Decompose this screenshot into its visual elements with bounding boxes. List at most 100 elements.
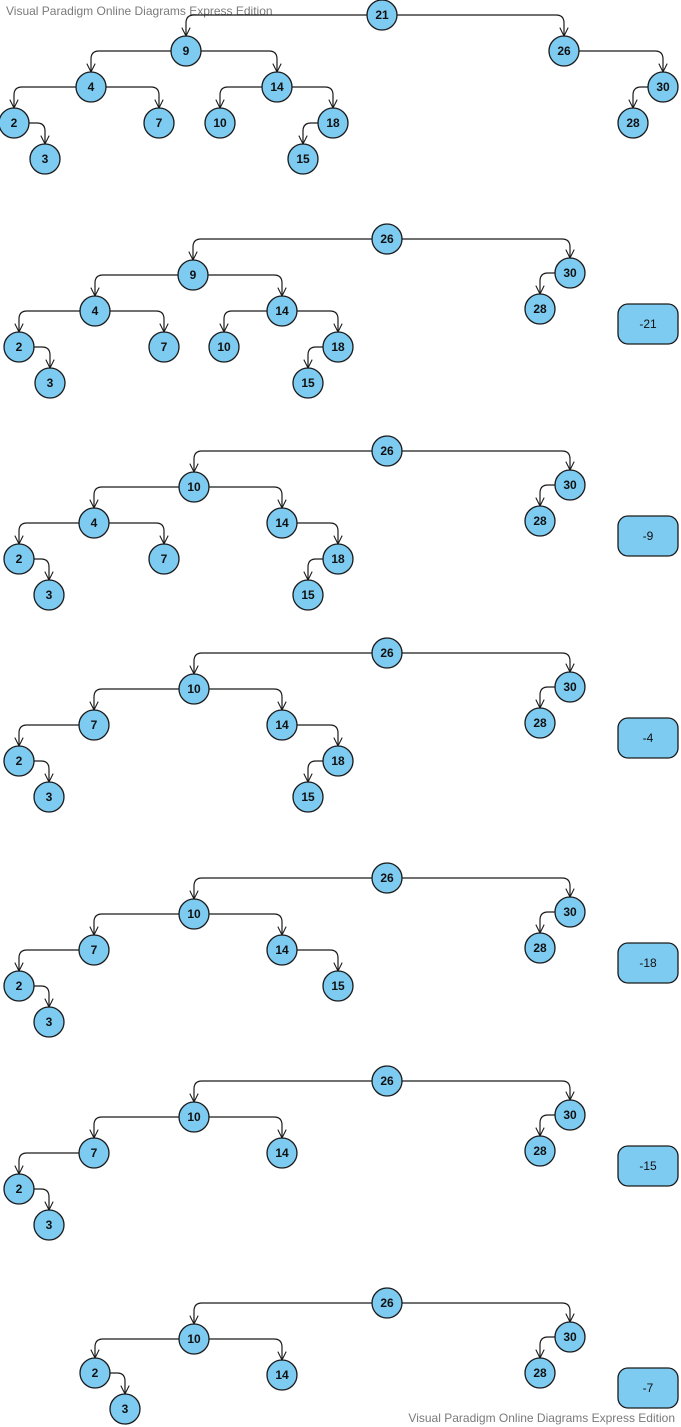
edge-t5-2-to-3 [34, 985, 49, 1007]
node-circle [78, 709, 110, 741]
operation-pill [617, 1367, 679, 1409]
operation-text: -18 [639, 956, 657, 970]
edge-t1-21-to-26 [397, 14, 564, 36]
node-label: 2 [92, 1366, 99, 1380]
node-circle [3, 543, 35, 575]
tree-5-node-10: 10 [178, 898, 210, 930]
node-label: 9 [190, 268, 197, 282]
node-circle [178, 673, 210, 705]
node-circle [317, 107, 349, 139]
node-circle [3, 331, 35, 363]
edge-t1-26-to-30 [579, 50, 663, 72]
edge-t4-2-to-3 [34, 760, 49, 782]
tree-7-node-3: 3 [109, 1393, 141, 1425]
operation-label-4: -4 [617, 717, 679, 759]
node-circle [148, 331, 180, 363]
tree-4-node-26: 26 [371, 637, 403, 669]
node-circle [148, 543, 180, 575]
node-label: 10 [217, 340, 231, 354]
node-label: 4 [88, 80, 95, 94]
edge-t5-10-to-7 [94, 913, 179, 935]
node-circle [371, 862, 403, 894]
tree-3-node-15: 15 [292, 579, 324, 611]
tree-7-node-2: 2 [79, 1357, 111, 1389]
edge-t4-14-to-18 [297, 724, 338, 746]
tree-1-node-3: 3 [29, 143, 61, 175]
node-label: 3 [47, 376, 54, 390]
node-label: 2 [16, 552, 23, 566]
tree-1-node-15: 15 [287, 143, 319, 175]
edge-t7-10-to-14 [209, 1338, 282, 1360]
operation-label-5: -18 [617, 942, 679, 984]
node-circle [554, 469, 586, 501]
node-label: 14 [275, 304, 289, 318]
node-label: 14 [275, 943, 289, 957]
node-label: 9 [183, 44, 190, 58]
tree-6-node-30: 30 [554, 1099, 586, 1131]
node-circle [78, 1137, 110, 1169]
operation-pill [617, 942, 679, 984]
operation-text: -9 [643, 529, 654, 543]
edge-t3-30-to-28 [540, 484, 555, 506]
tree-4-node-3: 3 [33, 781, 65, 813]
node-label: 30 [563, 680, 577, 694]
edge-t6-10-to-7 [94, 1116, 179, 1138]
node-label: 3 [46, 790, 53, 804]
operation-text: -15 [639, 1159, 657, 1173]
edge-t7-2-to-3 [110, 1372, 125, 1394]
tree-3-node-14: 14 [266, 507, 298, 539]
edge-t2-18-to-15 [308, 346, 323, 368]
node-label: 18 [331, 552, 345, 566]
edge-t4-26-to-10 [194, 652, 372, 674]
node-label: 3 [42, 152, 49, 166]
node-circle [524, 1135, 556, 1167]
node-label: 14 [275, 1368, 289, 1382]
node-circle [29, 143, 61, 175]
node-label: 30 [563, 266, 577, 280]
node-circle [33, 579, 65, 611]
edge-t1-4-to-2 [14, 86, 76, 108]
tree-3-node-7: 7 [148, 543, 180, 575]
edge-t3-26-to-10 [194, 450, 372, 472]
tree-6-node-3: 3 [33, 1209, 65, 1241]
node-label: 18 [331, 754, 345, 768]
node-label: 7 [91, 718, 98, 732]
tree-4-node-28: 28 [524, 707, 556, 739]
edge-t4-30-to-28 [540, 686, 555, 708]
node-label: 3 [46, 588, 53, 602]
node-label: 2 [11, 116, 18, 130]
tree-3-node-18: 18 [322, 543, 354, 575]
node-circle [79, 295, 111, 327]
node-circle [261, 71, 293, 103]
edge-t1-2-to-3 [29, 122, 45, 144]
edge-t4-18-to-15 [308, 760, 323, 782]
edge-t3-14-to-18 [297, 522, 338, 544]
watermark-bottom: Visual Paradigm Online Diagrams Express … [408, 1411, 675, 1425]
node-label: 28 [626, 116, 640, 130]
tree-6-node-28: 28 [524, 1135, 556, 1167]
edge-t2-14-to-18 [297, 310, 338, 332]
edge-t2-9-to-14 [208, 274, 282, 296]
edge-t3-18-to-15 [308, 558, 323, 580]
node-label: 28 [533, 716, 547, 730]
tree-4-node-15: 15 [292, 781, 324, 813]
edge-t7-30-to-28 [540, 1336, 555, 1358]
node-label: 10 [187, 907, 201, 921]
operation-label-2: -21 [617, 303, 679, 345]
edge-t1-18-to-15 [303, 122, 318, 144]
edge-t5-10-to-14 [209, 913, 282, 935]
edge-t3-4-to-2 [19, 522, 79, 544]
tree-7-node-30: 30 [554, 1321, 586, 1353]
node-label: 26 [380, 871, 394, 885]
node-circle [266, 934, 298, 966]
node-label: 2 [16, 754, 23, 768]
node-circle [266, 1359, 298, 1391]
node-label: 14 [275, 1146, 289, 1160]
tree-1-node-14: 14 [261, 71, 293, 103]
node-circle [322, 970, 354, 1002]
node-label: 15 [301, 376, 315, 390]
node-circle [33, 1006, 65, 1038]
node-label: 4 [91, 516, 98, 530]
edge-t4-26-to-30 [402, 652, 570, 672]
